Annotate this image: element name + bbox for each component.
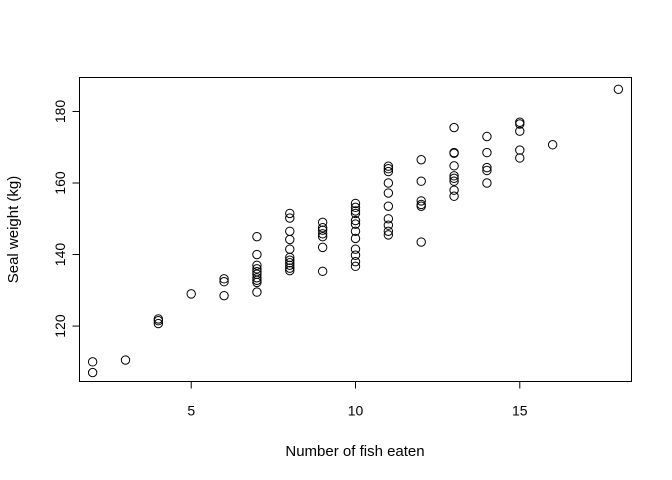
- data-point: [317, 229, 328, 239]
- data-point: [416, 155, 426, 165]
- data-point: [515, 126, 525, 136]
- data-point: [416, 196, 426, 206]
- data-point: [416, 201, 426, 211]
- data-point: [350, 208, 361, 219]
- data-point: [613, 84, 624, 95]
- data-point: [482, 147, 492, 158]
- x-tick-label: 5: [187, 403, 195, 419]
- data-point: [285, 255, 295, 265]
- data-point: [252, 275, 262, 285]
- data-point: [449, 161, 459, 171]
- data-point: [252, 287, 262, 297]
- data-point: [87, 357, 98, 367]
- y-axis: 120 140 160 180: [52, 100, 80, 338]
- data-point: [285, 213, 295, 223]
- data-point: [350, 244, 361, 254]
- data-point: [285, 208, 295, 219]
- data-point: [317, 217, 328, 228]
- data-point: [449, 185, 459, 195]
- data-point: [317, 242, 328, 253]
- x-axis: 5 10 15: [187, 381, 528, 419]
- data-point: [383, 226, 394, 236]
- data-point: [285, 234, 295, 245]
- data-point: [350, 250, 361, 260]
- data-point: [482, 131, 492, 142]
- data-point: [449, 122, 459, 133]
- data-point: [416, 237, 426, 247]
- data-point: [153, 316, 164, 326]
- data-point: [317, 266, 328, 277]
- data-point: [285, 263, 295, 273]
- data-point: [449, 171, 459, 181]
- data-point: [252, 249, 262, 260]
- data-point: [515, 145, 525, 155]
- data-point: [252, 264, 262, 274]
- data-point: [350, 206, 361, 216]
- data-point: [285, 226, 295, 236]
- data-point: [317, 231, 328, 242]
- data-point: [350, 202, 361, 213]
- data-point: [317, 223, 328, 233]
- data-point: [449, 191, 459, 201]
- data-point: [383, 178, 394, 188]
- data-point: [153, 318, 164, 329]
- data-point: [547, 140, 558, 150]
- data-point: [252, 231, 262, 242]
- data-point: [186, 289, 196, 299]
- data-point: [383, 201, 394, 211]
- data-point: [317, 225, 328, 235]
- data-point: [515, 117, 525, 127]
- data-point: [449, 148, 459, 159]
- data-point: [383, 164, 394, 174]
- x-tick-label: 15: [512, 403, 528, 419]
- data-point: [482, 162, 492, 173]
- y-tick-label: 140: [52, 243, 68, 267]
- data-point: [350, 226, 361, 236]
- data-point: [515, 153, 525, 163]
- data-point: [449, 176, 459, 186]
- x-tick-label: 10: [348, 403, 364, 419]
- data-point: [383, 230, 394, 240]
- x-axis-title: Number of fish eaten: [285, 443, 424, 460]
- data-point: [383, 166, 394, 177]
- y-tick-label: 120: [52, 314, 68, 338]
- data-point: [383, 188, 394, 198]
- y-axis-title: Seal weight (kg): [5, 176, 22, 284]
- data-point: [285, 252, 295, 263]
- data-point: [383, 220, 394, 230]
- data-point: [416, 176, 426, 186]
- y-tick-label: 160: [52, 171, 68, 195]
- data-point: [285, 265, 295, 276]
- data-point: [120, 355, 131, 365]
- data-point: [383, 214, 394, 224]
- data-point: [350, 261, 361, 272]
- data-point: [350, 215, 361, 226]
- data-point: [87, 367, 98, 378]
- data-point: [350, 233, 361, 244]
- data-point: [219, 277, 229, 287]
- data-point: [285, 244, 295, 254]
- data-point: [252, 273, 262, 283]
- data-point: [350, 256, 361, 267]
- data-point: [515, 119, 525, 129]
- data-point: [350, 198, 361, 209]
- data-point: [252, 277, 262, 288]
- points-layer: [87, 84, 624, 378]
- data-point: [383, 161, 394, 171]
- data-point: [252, 260, 262, 270]
- data-point: [350, 219, 361, 229]
- data-point: [285, 258, 295, 268]
- data-point: [219, 290, 229, 301]
- data-point: [482, 178, 492, 188]
- data-point: [449, 173, 459, 184]
- data-point: [219, 274, 229, 284]
- plot-frame: [79, 77, 632, 382]
- data-point: [285, 260, 295, 270]
- data-point: [482, 165, 492, 176]
- y-tick-label: 180: [52, 100, 68, 124]
